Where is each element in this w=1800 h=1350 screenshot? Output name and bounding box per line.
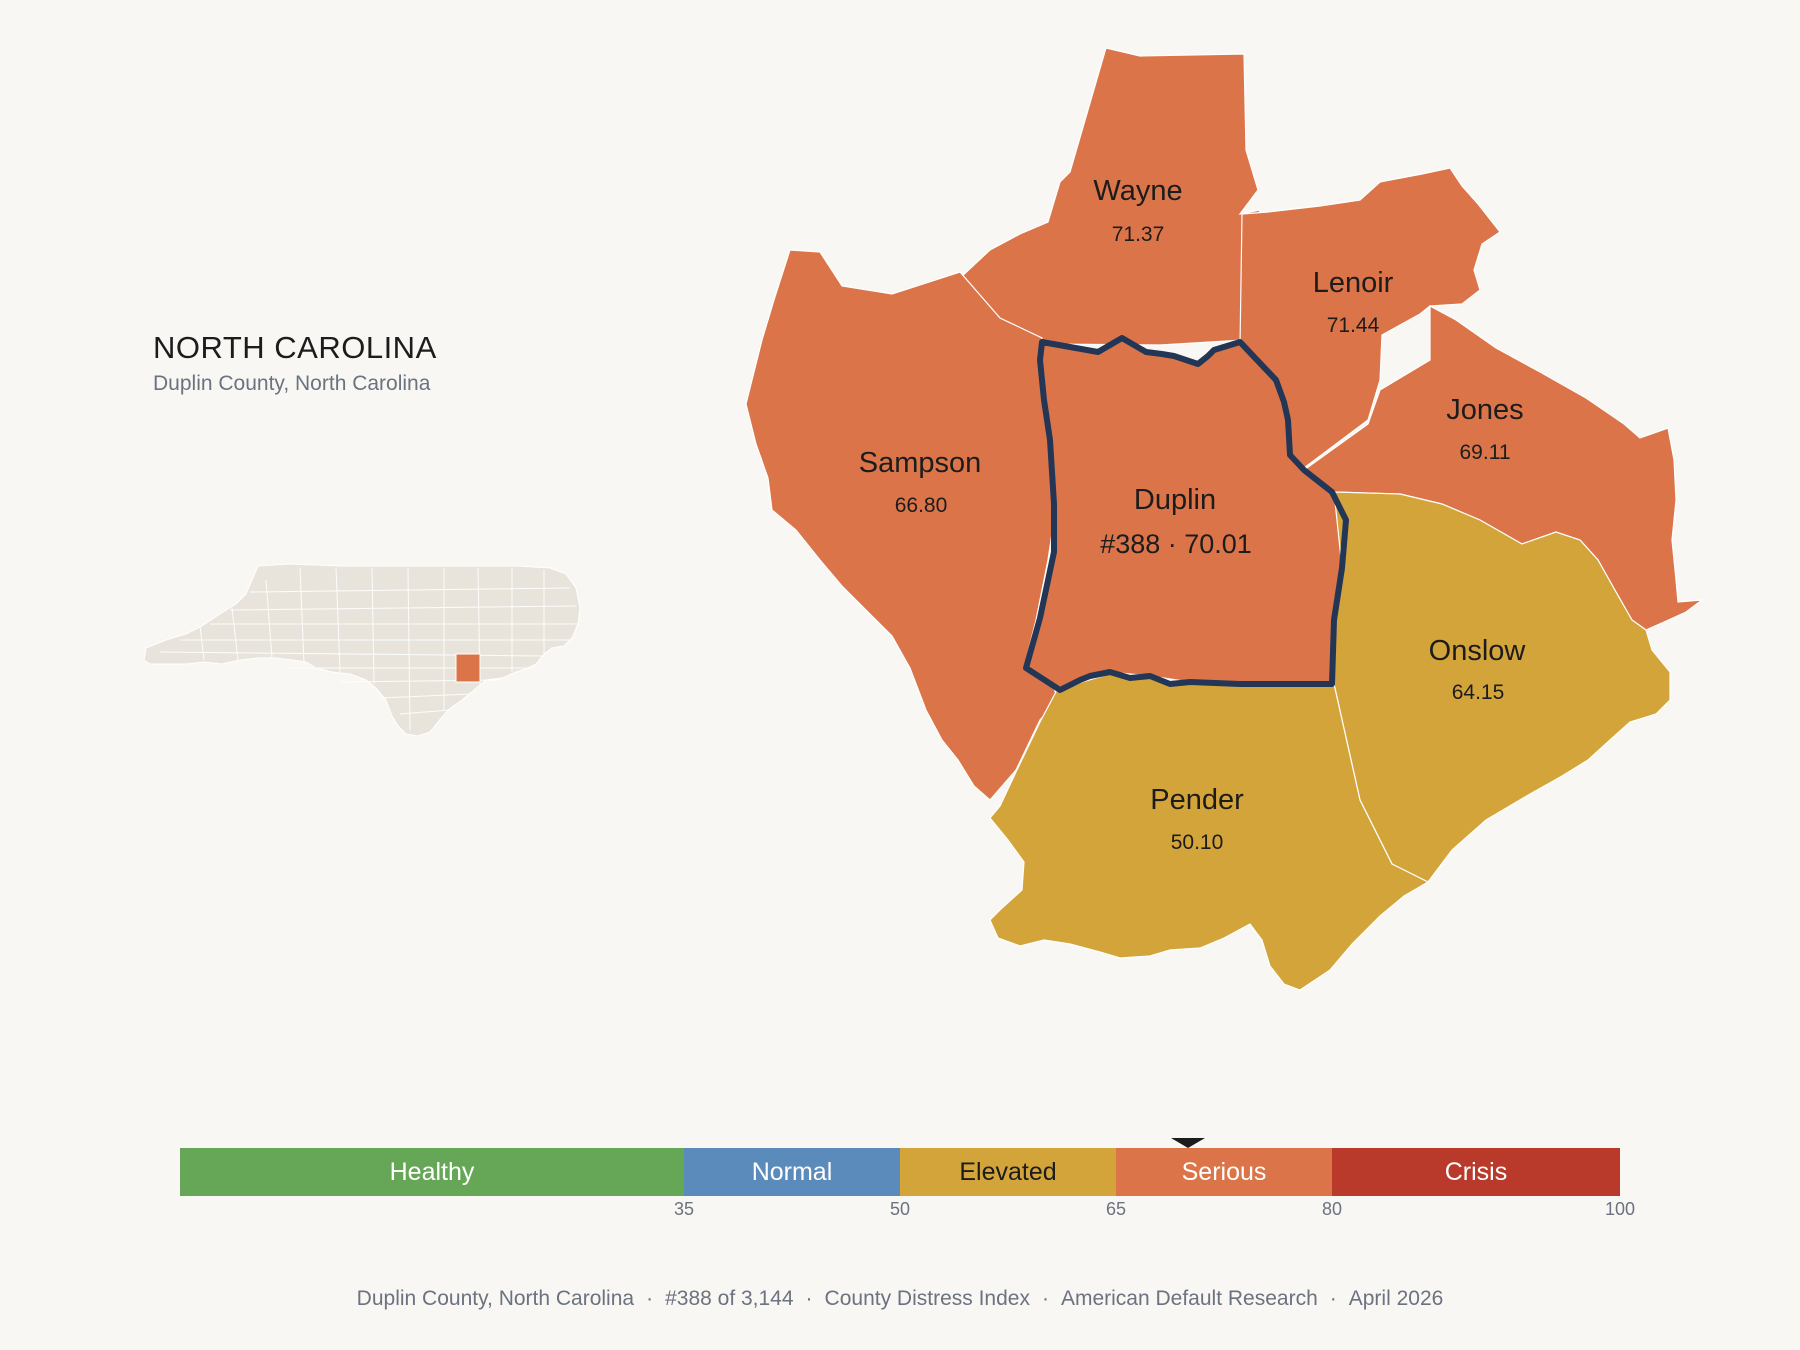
footer-rank: #388 of 3,144 [665,1287,794,1310]
footer-separator: · [1041,1287,1049,1310]
scale-marker [1171,1138,1206,1148]
county-sampson[interactable] [745,249,1061,801]
locator-map [143,563,581,737]
scale-segment-elevated: Elevated [900,1148,1116,1196]
footer-separator: · [1329,1287,1337,1310]
footer-source: American Default Research [1060,1287,1318,1310]
county-label-lenoir: Lenoir [1313,267,1394,299]
footer-separator: · [646,1287,654,1310]
duplin-outline [1023,335,1349,693]
county-value-wayne: 71.37 [1112,223,1165,246]
county-value-sampson: 66.80 [895,494,948,517]
scale-tick-80: 80 [1321,1199,1343,1219]
scale-segment-serious: Serious [1116,1148,1332,1196]
footer-county: Duplin County, North Carolina [356,1287,635,1310]
county-label-pender: Pender [1150,784,1244,816]
county-value-lenoir: 71.44 [1327,314,1380,337]
county-value-onslow: 64.15 [1452,681,1505,704]
county-label-wayne: Wayne [1093,175,1182,207]
county-value-pender: 50.10 [1171,831,1224,854]
footer: Duplin County, North Carolina · #388 of 3,… [0,1287,1800,1311]
scale-segment-healthy: Healthy [180,1148,684,1196]
county-label-duplin: Duplin [1134,484,1216,516]
scale-tick-65: 65 [1105,1199,1127,1219]
locator-county-lines [159,567,578,731]
scale-segment-crisis: Crisis [1332,1148,1620,1196]
county-label-sampson: Sampson [859,447,982,479]
state-title: NORTH CAROLINA [153,330,437,365]
scale-segment-normal: Normal [684,1148,900,1196]
footer-separator: · [805,1287,813,1310]
county-pender[interactable] [989,673,1430,991]
scale-tick-50: 50 [889,1199,911,1219]
scale-tick-100: 100 [1604,1199,1636,1219]
county-wayne[interactable] [959,47,1261,346]
locator-duplin-highlight [455,653,481,683]
county-label-onslow: Onslow [1429,635,1527,667]
footer-index: County Distress Index [824,1287,1030,1310]
county-value-duplin: #388 · 70.01 [1100,529,1252,559]
distress-scale: Healthy Normal Elevated Serious Crisis [180,1148,1620,1196]
footer-date: April 2026 [1348,1287,1444,1310]
state-subtitle: Duplin County, North Carolina [153,372,431,395]
scale-tick-35: 35 [673,1199,695,1219]
county-value-jones: 69.11 [1460,441,1511,464]
county-label-jones: Jones [1446,394,1523,426]
